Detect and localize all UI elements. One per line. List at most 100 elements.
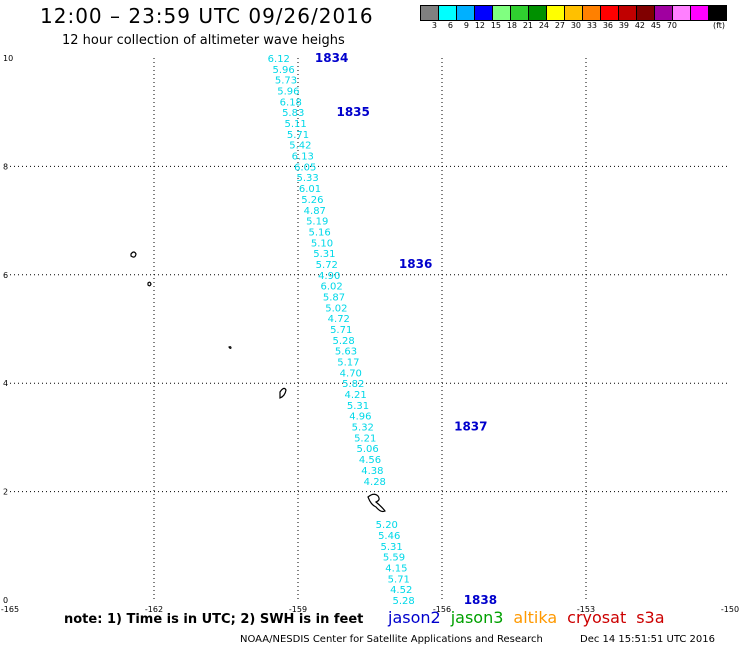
colorbar-label: 27 <box>554 21 565 30</box>
swh-value-label: 5.28 <box>392 596 414 607</box>
swh-value-label: 4.90 <box>318 271 340 282</box>
swh-value-label: 5.02 <box>325 303 347 314</box>
colorbar-label: 6 <box>447 21 453 30</box>
swh-value-label: 5.26 <box>301 195 323 206</box>
colorbar-label: 45 <box>650 21 661 30</box>
swh-value-label: 5.28 <box>332 336 354 347</box>
pass-time-label: 1834 <box>315 51 348 65</box>
axis-ticks: -165 -162 -159 -156 -153 -150 0 2 4 6 8 10 <box>1 54 739 614</box>
pass-time-label: 1835 <box>336 105 369 119</box>
swh-value-label: 6.02 <box>320 282 342 293</box>
swh-points: 6.125.965.735.966.185.835.115.715.426.13… <box>268 54 415 607</box>
colorbar-label: 30 <box>570 21 581 30</box>
colorbar-label: 12 <box>474 21 485 30</box>
y-tick-label: 2 <box>3 488 8 497</box>
y-tick-label: 8 <box>3 162 8 171</box>
colorbar-label: 9 <box>463 21 469 30</box>
x-tick-label: -159 <box>289 605 307 614</box>
swh-value-label: 4.38 <box>361 466 383 477</box>
swh-value-label: 5.32 <box>352 423 374 434</box>
swh-value-label: 5.71 <box>388 574 410 585</box>
y-tick-label: 10 <box>3 54 13 63</box>
x-tick-label: -153 <box>577 605 595 614</box>
chart-title: 12:00 – 23:59 UTC 09/26/2016 <box>40 4 374 28</box>
y-tick-label: 6 <box>3 271 8 280</box>
swh-value-label: 4.96 <box>349 412 371 423</box>
x-tick-label: -162 <box>145 605 163 614</box>
y-tick-label: 4 <box>3 379 8 388</box>
swh-value-label: 5.31 <box>347 401 369 412</box>
pass-time-label: 1836 <box>399 257 432 271</box>
swh-value-label: 5.11 <box>284 119 306 130</box>
legend-item-s3a: s3a <box>636 608 665 627</box>
swh-value-label: 5.82 <box>342 379 364 390</box>
swh-value-label: 5.71 <box>287 130 309 141</box>
swh-value-label: 6.12 <box>268 54 290 65</box>
swh-value-label: 4.56 <box>359 455 381 466</box>
colorbar-label: 18 <box>506 21 517 30</box>
x-tick-label: -165 <box>1 605 19 614</box>
colorbar-label: 24 <box>538 21 549 30</box>
swh-value-label: 5.59 <box>383 553 405 564</box>
island-outline <box>279 387 287 399</box>
legend-item-jason2: jason2 <box>388 608 441 627</box>
swh-value-label: 5.17 <box>337 358 359 369</box>
swh-value-label: 5.63 <box>335 347 357 358</box>
pass-time-label: 1837 <box>454 420 487 434</box>
swh-value-label: 5.31 <box>380 542 402 553</box>
swh-value-label: 5.87 <box>323 292 345 303</box>
satellite-legend: jason2 jason3 altika cryosat s3a <box>388 608 665 627</box>
grid-lines <box>10 58 730 600</box>
y-tick-label: 0 <box>3 596 8 605</box>
colorbar-swatch <box>708 5 727 21</box>
swh-value-label: 5.31 <box>313 249 335 260</box>
swh-value-label: 4.28 <box>364 477 386 488</box>
swh-value-label: 5.72 <box>316 260 338 271</box>
swh-value-label: 5.73 <box>275 76 297 87</box>
colorbar-label: 33 <box>586 21 597 30</box>
legend-item-jason3: jason3 <box>450 608 504 627</box>
pass-labels: 1834 1835 1836 1837 1838 <box>315 51 497 607</box>
island-outline <box>147 281 152 287</box>
x-tick-label: -156 <box>433 605 451 614</box>
colorbar-label: 70 <box>666 21 677 30</box>
colorbar-label: 39 <box>618 21 629 30</box>
credit-text: NOAA/NESDIS Center for Satellite Applica… <box>240 634 543 645</box>
swh-value-label: 5.19 <box>306 217 328 228</box>
swh-value-label: 5.96 <box>272 65 294 76</box>
swh-value-label: 5.42 <box>289 141 311 152</box>
island-outline <box>130 251 137 258</box>
x-tick-label: -150 <box>721 605 739 614</box>
swh-value-label: 5.10 <box>311 238 333 249</box>
island-outline <box>367 493 386 513</box>
swh-value-label: 5.33 <box>296 173 318 184</box>
pass-time-label: 1838 <box>464 593 497 607</box>
colorbar-label: 15 <box>490 21 501 30</box>
colorbar-label: 3 <box>431 21 437 30</box>
colorbar-label: 36 <box>602 21 613 30</box>
swh-value-label: 4.52 <box>390 585 412 596</box>
swh-value-label: 5.21 <box>354 433 376 444</box>
timestamp-text: Dec 14 15:51:51 UTC 2016 <box>580 634 715 645</box>
swh-value-label: 4.15 <box>385 563 407 574</box>
swh-value-label: 4.87 <box>304 206 326 217</box>
colorbar-label: 21 <box>522 21 533 30</box>
swh-value-label: 6.05 <box>294 162 316 173</box>
swh-value-label: 5.83 <box>282 108 304 119</box>
swh-value-label: 5.46 <box>378 531 400 542</box>
colorbar-label: 42 <box>634 21 645 30</box>
legend-item-altika: altika <box>513 608 558 627</box>
swh-value-label: 5.16 <box>308 227 330 238</box>
swh-value-label: 4.21 <box>344 390 366 401</box>
island-outlines <box>130 251 386 513</box>
swh-value-label: 5.06 <box>356 444 378 455</box>
chart-subtitle: 12 hour collection of altimeter wave hei… <box>62 33 345 48</box>
swh-value-label: 6.13 <box>292 152 314 163</box>
swh-value-label: 4.72 <box>328 314 350 325</box>
note-text: note: 1) Time is in UTC; 2) SWH is in fe… <box>64 612 364 627</box>
legend-item-cryosat: cryosat <box>567 608 627 627</box>
swh-value-label: 5.20 <box>376 520 398 531</box>
swh-value-label: 5.71 <box>330 325 352 336</box>
swh-value-label: 4.70 <box>340 368 362 379</box>
